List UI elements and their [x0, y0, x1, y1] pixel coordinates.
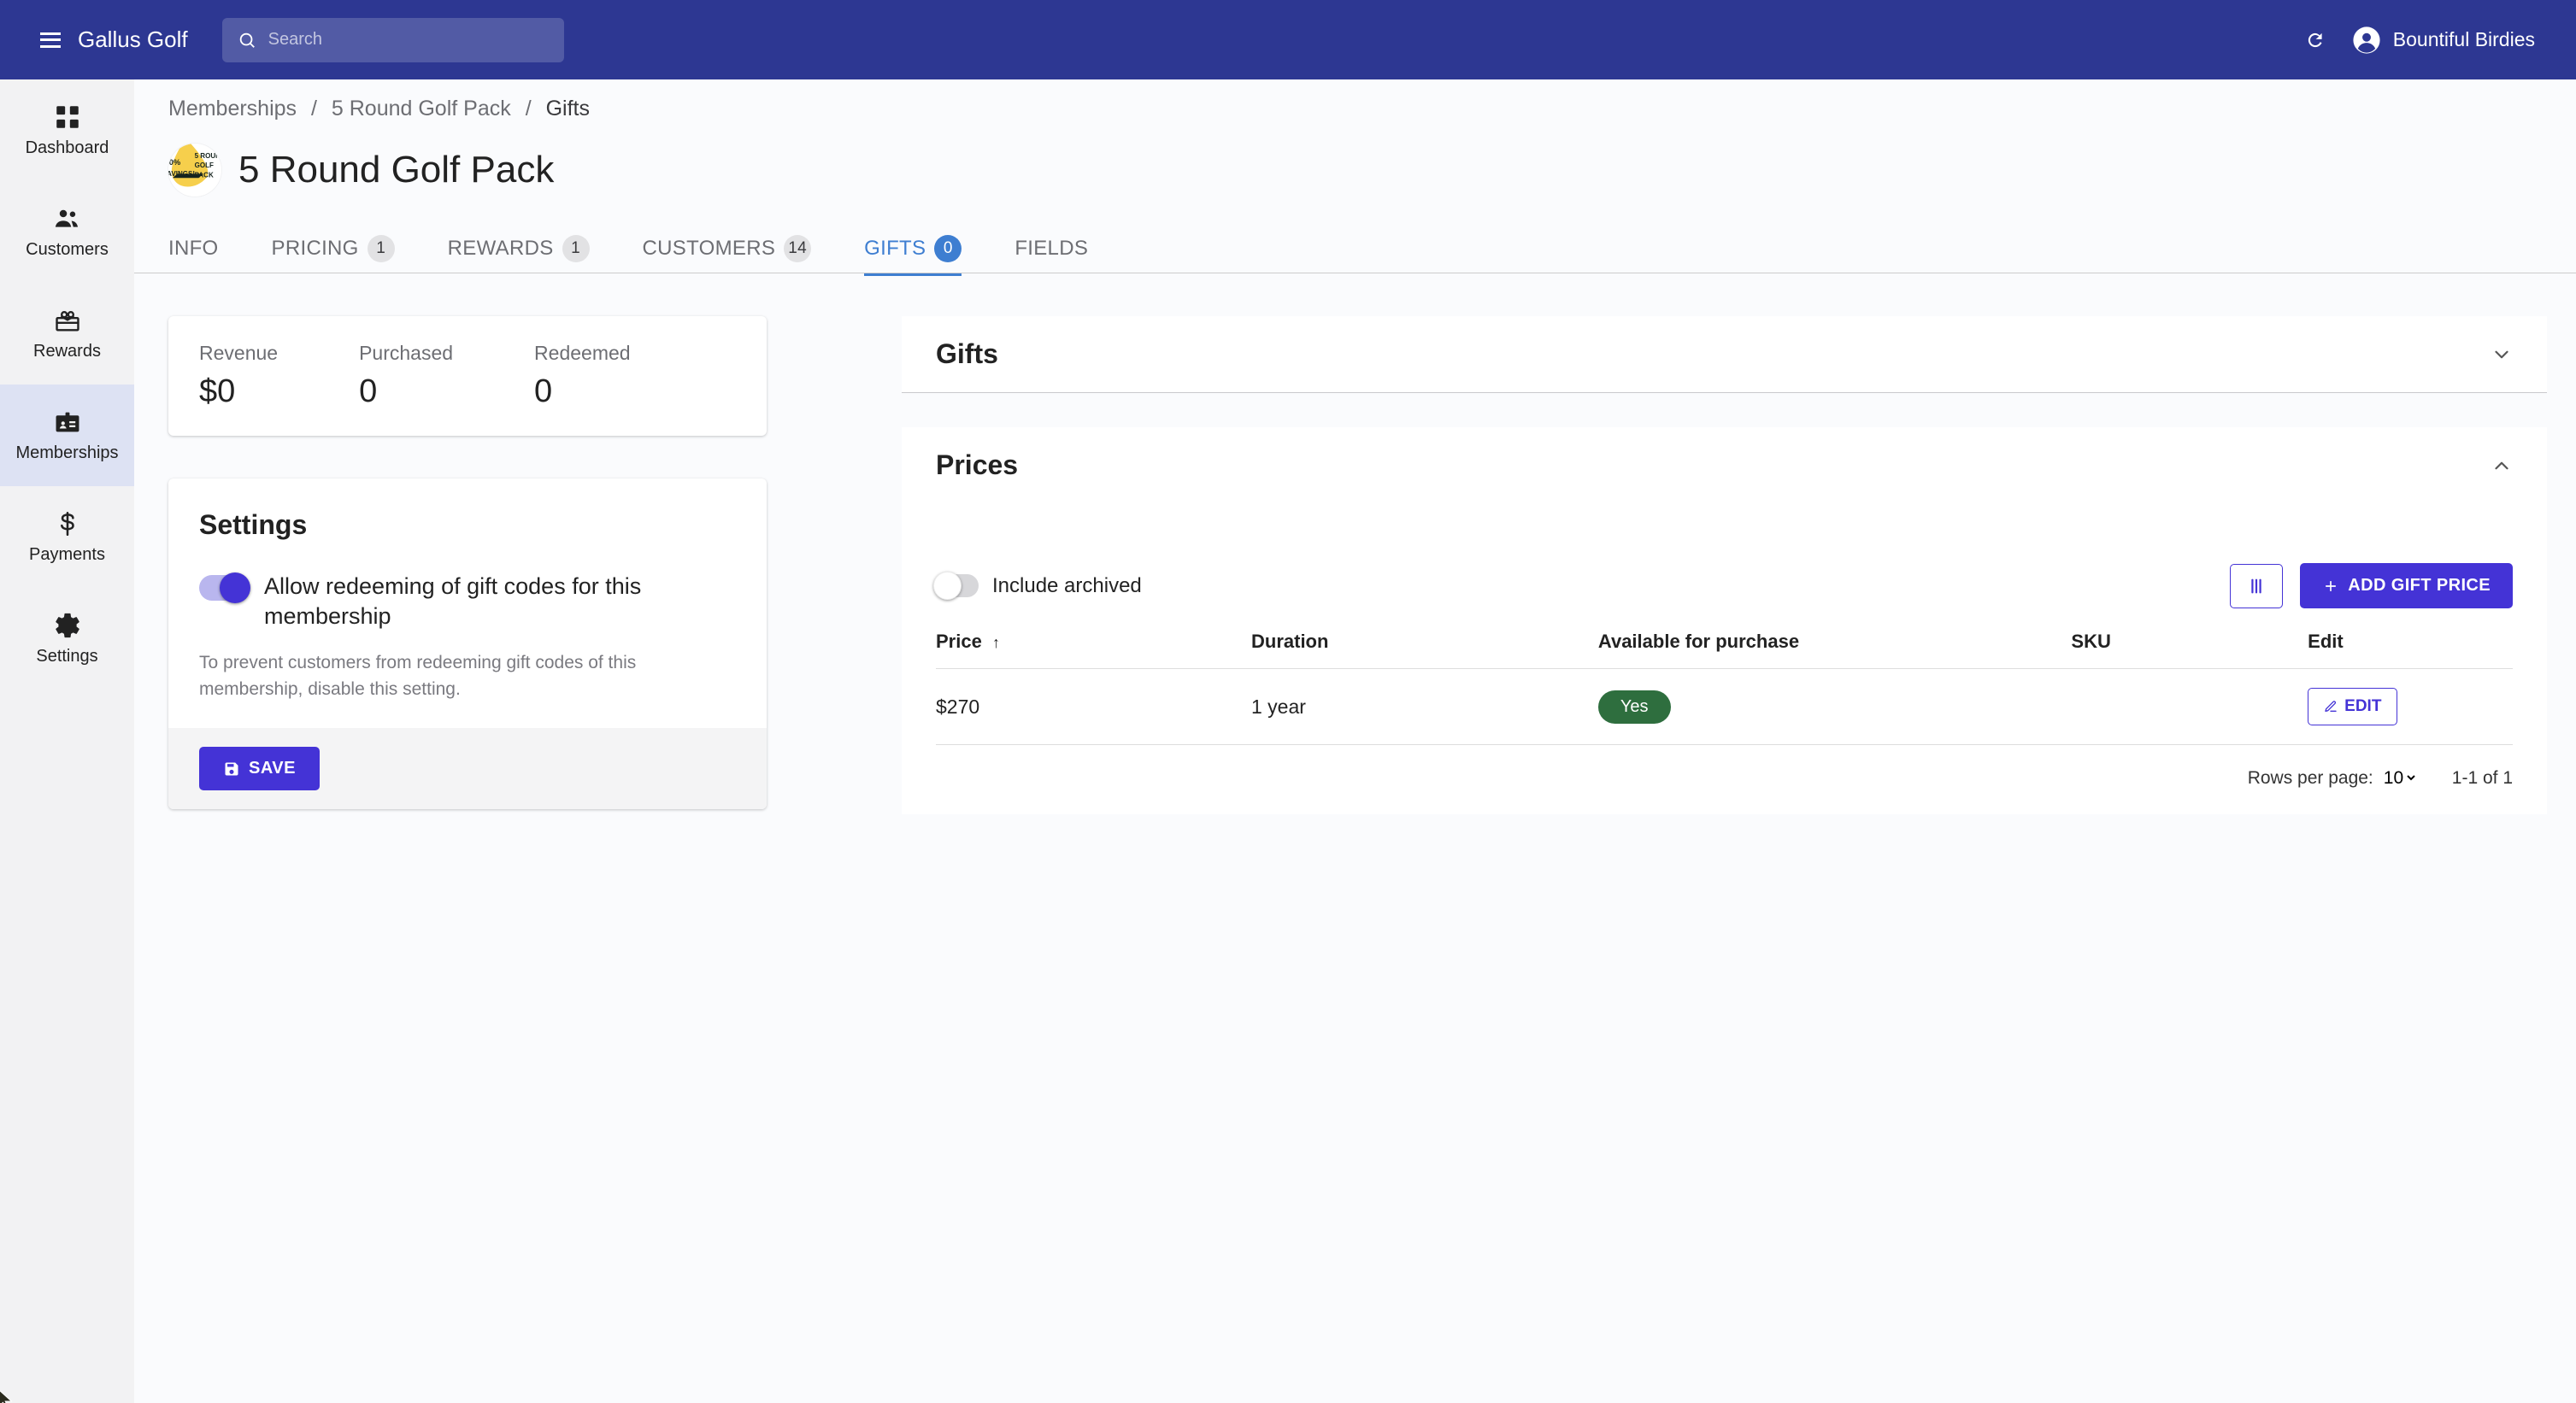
- svg-text:SAVINGS!: SAVINGS!: [168, 170, 195, 178]
- svg-text:PACK: PACK: [195, 171, 214, 179]
- svg-text:GOLF: GOLF: [195, 161, 214, 169]
- svg-text:0%: 0%: [169, 158, 180, 167]
- svg-text:5 ROUND: 5 ROUND: [195, 152, 221, 160]
